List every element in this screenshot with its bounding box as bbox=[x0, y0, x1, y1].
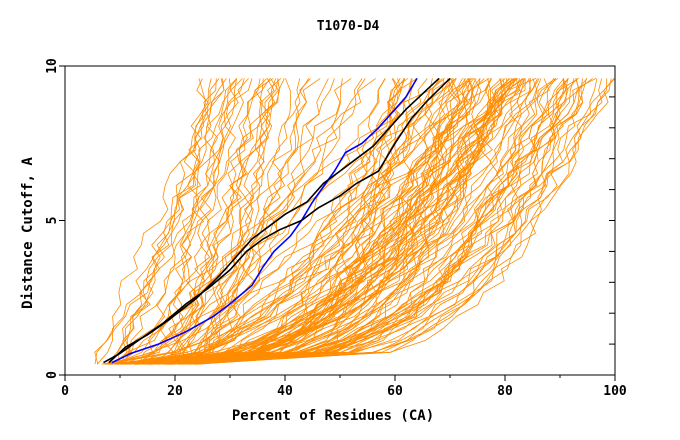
axis-ticks bbox=[59, 65, 616, 381]
background-model-line bbox=[170, 78, 580, 365]
x-tick-label: 40 bbox=[277, 384, 293, 399]
y-tick-label: 5 bbox=[45, 217, 60, 225]
background-model-line bbox=[110, 78, 502, 365]
background-model-line bbox=[121, 78, 343, 365]
background-model-line bbox=[94, 78, 280, 365]
background-model-line bbox=[178, 78, 237, 365]
background-model-line bbox=[126, 78, 473, 365]
background-model-line bbox=[181, 78, 473, 365]
background-model-line bbox=[129, 78, 550, 365]
background-model-line bbox=[164, 78, 311, 365]
chart-title: T1070-D4 bbox=[317, 19, 380, 34]
x-tick-labels: 0 20 40 60 80 100 bbox=[61, 384, 627, 399]
background-model-line bbox=[120, 78, 516, 365]
background-model-line bbox=[116, 78, 463, 365]
background-model-line bbox=[182, 78, 526, 365]
x-tick-label: 100 bbox=[603, 384, 627, 399]
background-model-line bbox=[187, 78, 292, 365]
background-model-line bbox=[136, 78, 227, 365]
x-tick-label: 80 bbox=[497, 384, 513, 399]
background-model-line bbox=[117, 78, 366, 365]
y-tick-label: 10 bbox=[45, 58, 60, 74]
background-model-line bbox=[165, 78, 209, 365]
background-model-line bbox=[164, 78, 279, 365]
background-model-line bbox=[182, 78, 578, 365]
background-model-line bbox=[170, 78, 329, 365]
background-model-line bbox=[164, 78, 490, 365]
background-model-line bbox=[187, 78, 271, 365]
background-model-line bbox=[167, 78, 467, 365]
background-model-line bbox=[110, 78, 473, 365]
background-model-line bbox=[150, 78, 597, 365]
background-model-line bbox=[126, 78, 525, 365]
background-model-line bbox=[149, 78, 531, 365]
background-model-line bbox=[178, 78, 555, 365]
background-model-line bbox=[136, 78, 409, 365]
background-model-line bbox=[194, 78, 445, 365]
background-model-line bbox=[140, 78, 249, 365]
background-model-line bbox=[190, 78, 386, 365]
background-model-line bbox=[158, 78, 261, 365]
background-model-line bbox=[188, 78, 579, 365]
y-tick-label: 0 bbox=[45, 371, 60, 379]
background-model-line bbox=[163, 78, 588, 365]
background-model-line bbox=[135, 78, 506, 365]
background-model-line bbox=[134, 78, 441, 365]
background-model-line bbox=[182, 78, 470, 365]
background-model-line bbox=[112, 78, 310, 365]
background-model-line bbox=[108, 78, 492, 365]
background-model-line bbox=[179, 78, 268, 365]
background-model-line bbox=[139, 78, 510, 365]
x-tick-label: 0 bbox=[61, 384, 69, 399]
background-model-line bbox=[154, 78, 264, 365]
y-axis-label: Distance Cutoff, A bbox=[20, 157, 36, 309]
background-model-line bbox=[173, 78, 615, 365]
background-model-line bbox=[172, 78, 452, 365]
background-model-line bbox=[156, 78, 469, 365]
background-model-line bbox=[114, 78, 593, 365]
background-model-line bbox=[121, 78, 513, 365]
plot-frame bbox=[64, 65, 616, 376]
background-model-line bbox=[177, 78, 285, 365]
background-model-line bbox=[179, 78, 540, 365]
background-model-line bbox=[146, 78, 485, 365]
y-tick-labels: 0 5 10 bbox=[45, 58, 60, 379]
background-model-line bbox=[171, 78, 532, 365]
background-model-line bbox=[113, 78, 243, 365]
background-model-line bbox=[195, 78, 275, 365]
highlight-model-lines bbox=[103, 77, 451, 364]
background-model-line bbox=[161, 78, 514, 365]
background-model-line bbox=[143, 78, 482, 365]
background-model-line bbox=[166, 78, 474, 365]
background-model-line bbox=[169, 78, 508, 365]
model-blue-line bbox=[111, 77, 418, 364]
background-model-line bbox=[169, 78, 401, 365]
background-model-line bbox=[149, 78, 580, 365]
background-model-line bbox=[109, 78, 220, 365]
background-model-line bbox=[125, 78, 225, 365]
background-model-line bbox=[196, 78, 402, 365]
background-model-line bbox=[157, 78, 207, 365]
background-model-line bbox=[96, 78, 253, 365]
background-model-line bbox=[118, 78, 452, 365]
model-black-2-line bbox=[103, 77, 451, 364]
background-model-line bbox=[153, 78, 245, 365]
x-axis-label: Percent of Residues (CA) bbox=[232, 408, 434, 424]
x-tick-label: 20 bbox=[167, 384, 183, 399]
background-model-line bbox=[121, 78, 491, 365]
background-model-line bbox=[193, 78, 584, 365]
background-model-line bbox=[143, 78, 405, 365]
x-tick-label: 60 bbox=[387, 384, 403, 399]
background-model-line bbox=[171, 78, 538, 365]
background-model-lines bbox=[94, 78, 616, 365]
background-model-line bbox=[117, 78, 217, 365]
background-model-line bbox=[196, 78, 352, 365]
background-model-line bbox=[94, 78, 225, 365]
model-black-1-line bbox=[108, 77, 440, 364]
background-model-line bbox=[137, 78, 412, 365]
